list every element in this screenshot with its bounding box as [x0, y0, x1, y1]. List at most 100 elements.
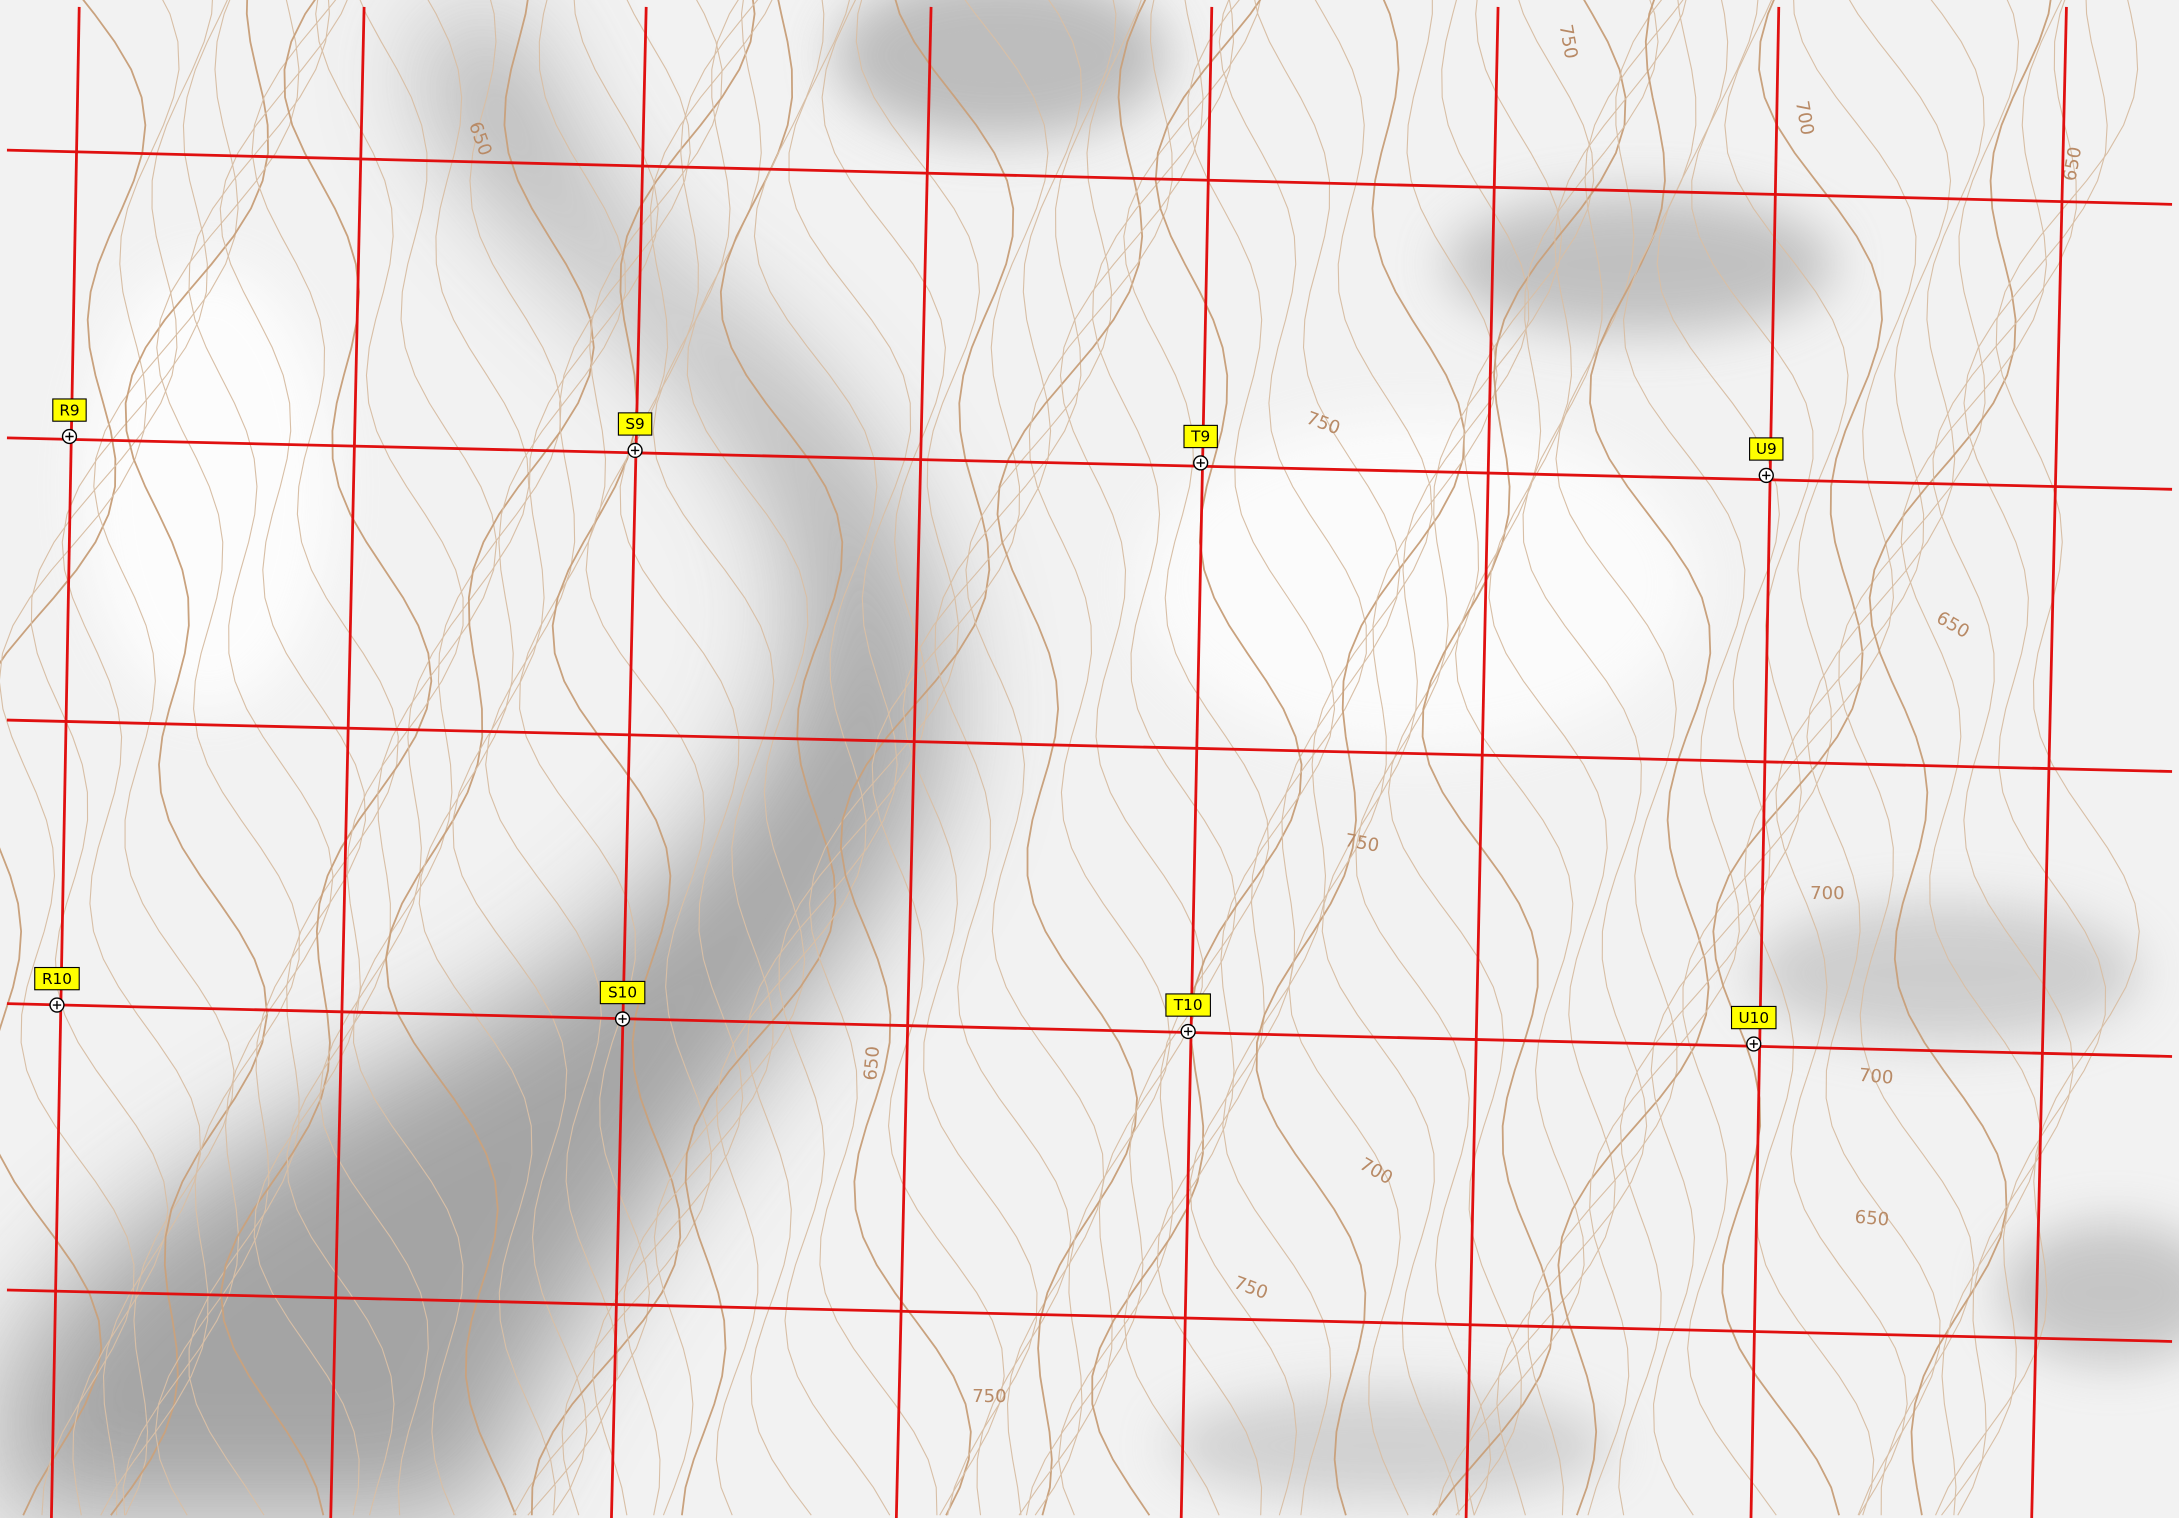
- contour-line: [1744, 0, 1917, 1516]
- marker-label: S10: [608, 984, 637, 1002]
- grid-line-horizontal: [6, 436, 2173, 491]
- marker-cross: [630, 446, 640, 455]
- contour-line: [715, 0, 878, 1516]
- grid-line-horizontal: [6, 148, 2173, 206]
- marker-label: T9: [1190, 428, 1210, 446]
- contour-line: [1387, 0, 1595, 1516]
- contour-line: [1288, 0, 1498, 1516]
- contour-line: [30, 0, 213, 1516]
- contour-label: 700: [1810, 883, 1844, 904]
- contour-line: [1868, 0, 2052, 1516]
- contour-line: [220, 0, 433, 1516]
- contour-line: [934, 0, 1117, 1516]
- contour-line: [1838, 0, 2020, 1516]
- marker-label: R10: [42, 970, 72, 988]
- contour-line: [0, 0, 147, 1516]
- markers: R9 S9 T9 U9 R10 S10 T10 U10: [34, 398, 1784, 1052]
- contour-line: [1028, 0, 1173, 1516]
- marker-cross: [1183, 1027, 1193, 1036]
- marker-tag: [599, 980, 646, 1005]
- contour-line: [1932, 0, 2077, 1516]
- contour-line: [1935, 0, 2140, 1516]
- contour-line: [1018, 0, 1204, 1516]
- marker-tag: [34, 966, 80, 991]
- contour-line: [1496, 0, 1684, 1516]
- contour-line: [485, 0, 691, 1516]
- contour-line: [1527, 0, 1678, 1516]
- contour-line: [0, 0, 180, 1516]
- marker-cross: [1762, 471, 1771, 480]
- contour-line: [1321, 0, 1530, 1516]
- marker-cross: [618, 1014, 627, 1024]
- contour-line: [1355, 0, 1563, 1516]
- contour-line: [1900, 0, 2063, 1516]
- contour-line: [681, 0, 844, 1516]
- contour-line: [110, 0, 269, 1516]
- grid-line-vertical: [2030, 6, 2068, 1518]
- contour-line: [623, 0, 775, 1516]
- grid-line-vertical: [1464, 6, 1500, 1518]
- contour-line: [452, 0, 659, 1516]
- contour-line: [1465, 0, 1687, 1516]
- contour-line: [996, 0, 1147, 1516]
- contour-line: [93, 0, 239, 1516]
- contour-line: [746, 0, 912, 1516]
- contour-line: [188, 0, 399, 1516]
- contour-line: [808, 0, 980, 1516]
- grid-line-vertical: [1179, 6, 1214, 1518]
- contour-line: [592, 0, 759, 1516]
- contour-line: [1650, 0, 1814, 1516]
- contour-line: [1058, 0, 1270, 1516]
- contour-line: [561, 0, 773, 1516]
- marker-label: S9: [625, 415, 644, 433]
- marker-label: U9: [1756, 440, 1777, 458]
- contour-line: [1435, 0, 1659, 1516]
- marker-cross: [52, 1000, 62, 1010]
- contour-line: [965, 0, 1142, 1516]
- contour-line: [902, 0, 1083, 1516]
- contour-line: [1682, 0, 1849, 1516]
- marker-tag: [1183, 424, 1218, 449]
- contour-line: [1618, 0, 1780, 1516]
- marker-label: R9: [59, 401, 79, 419]
- grid-line-vertical: [329, 6, 366, 1518]
- contour-line: [352, 0, 562, 1516]
- contour-line: [122, 0, 334, 1516]
- grid-line-vertical: [610, 6, 648, 1518]
- marker-cross: [1196, 458, 1205, 468]
- marker-tag: [1165, 993, 1211, 1017]
- marker-tag: [617, 412, 653, 436]
- grid-line-horizontal: [6, 718, 2173, 773]
- contour-line: [253, 0, 464, 1516]
- contour-line: [100, 0, 300, 1516]
- contour-label: 650: [1854, 1207, 1890, 1231]
- marker-cross: [1749, 1039, 1758, 1049]
- grid-line-horizontal: [6, 1288, 2173, 1343]
- contour-line: [530, 0, 756, 1516]
- contour-line: [1587, 0, 1746, 1516]
- contour-line: [1712, 0, 1883, 1516]
- grid: [6, 6, 2173, 1518]
- contour-line: [61, 0, 228, 1516]
- contour-line: [319, 0, 530, 1516]
- contour-line: [1775, 0, 1952, 1516]
- contour-label: 700: [1858, 1065, 1894, 1089]
- contour-line: [418, 0, 626, 1516]
- grid-line-vertical: [894, 6, 933, 1518]
- contour-line: [871, 0, 1049, 1516]
- marker-label: T10: [1173, 996, 1203, 1014]
- grid-line-horizontal: [6, 1002, 2173, 1058]
- marker-tag: [52, 398, 87, 422]
- grid-line-vertical: [50, 6, 81, 1518]
- marker-tag: [1749, 437, 1784, 461]
- marker-cross: [65, 432, 74, 441]
- marker-tag: [1730, 1005, 1777, 1030]
- contour-line: [286, 0, 498, 1516]
- contour-label: 650: [860, 1045, 884, 1081]
- contour-label: 750: [972, 1386, 1006, 1407]
- contour-line: [839, 0, 1015, 1516]
- contour-line: [1806, 0, 1985, 1516]
- marker-label: U10: [1738, 1009, 1769, 1027]
